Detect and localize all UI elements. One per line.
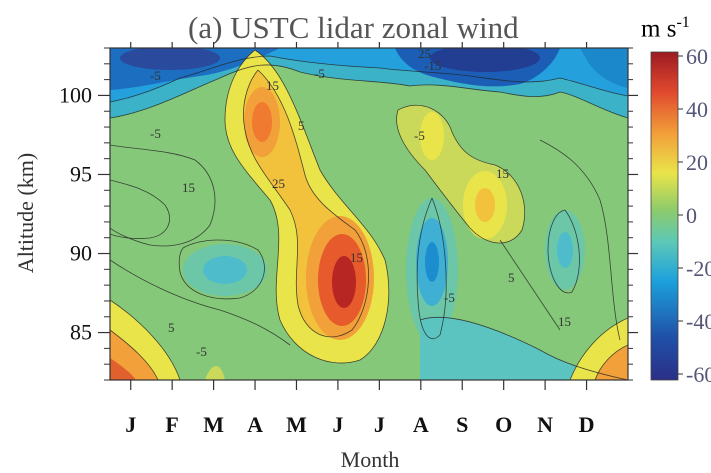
colorbar-gradient-rect: [650, 51, 679, 381]
eastward-bottom-right-inner: [595, 345, 628, 380]
contour-label: 25: [272, 176, 285, 191]
contour-label: 5: [298, 118, 305, 133]
x-tick-label: N: [537, 412, 553, 437]
eastward-max-august: [420, 112, 444, 160]
chart-title: (a) USTC lidar zonal wind: [188, 10, 519, 45]
contour-label: -5: [314, 66, 325, 81]
contour-label: 15: [496, 166, 509, 181]
colorbar-unit: m s-1: [641, 14, 690, 43]
westward-band-top-right: [580, 48, 628, 88]
westward-min-november-core: [557, 232, 573, 268]
westward-min-august-core: [425, 242, 439, 282]
x-tick-label: S: [456, 412, 468, 437]
x-tick-label: O: [495, 412, 512, 437]
y-tick-label: 85: [70, 320, 92, 345]
plot-frame: [109, 47, 629, 381]
westward-min-march-core: [203, 256, 247, 284]
colorbar-ticks: 60 40 20 0 -20 -40 -60: [678, 44, 711, 387]
colorbar-tick-label: 60: [686, 44, 708, 69]
contour-label: 15: [266, 78, 279, 93]
contour-lines: [110, 49, 628, 380]
y-tick-label: 90: [70, 241, 92, 266]
x-tick-label: M: [203, 412, 224, 437]
contour-label: -5: [150, 68, 161, 83]
x-tick-label: A: [413, 412, 429, 437]
contour-label: 5: [508, 270, 515, 285]
contour-label: 15: [350, 250, 363, 265]
x-tick-label: M: [286, 412, 307, 437]
colorbar-tick-label: 40: [686, 97, 708, 122]
eastward-bottom-mid: [205, 366, 225, 380]
contour-label: 5: [168, 320, 175, 335]
colorbar-tick-label: 0: [686, 203, 697, 228]
eastward-max-september-core: [475, 188, 495, 222]
colorbar: 60 40 20 0 -20 -40 -60: [650, 44, 711, 387]
y-tick-label: 100: [59, 82, 92, 107]
contour-label: 25: [418, 46, 431, 61]
contour-label: -15: [424, 58, 441, 73]
colorbar-tick-label: -60: [686, 362, 711, 387]
contour-label: 15: [182, 180, 195, 195]
westward-jet-core-1: [120, 48, 220, 70]
contour-label: -5: [414, 128, 425, 143]
contour-label: 15: [558, 314, 571, 329]
eastward-max-june-core: [332, 256, 356, 308]
lower-westward: [420, 317, 628, 380]
colorbar-tick-label: -40: [686, 309, 711, 334]
colorbar-tick-label: -20: [686, 256, 711, 281]
contour-label: -5: [150, 126, 161, 141]
x-tick-label: A: [247, 412, 263, 437]
x-tick-label: J: [125, 412, 136, 437]
x-tick-label: D: [579, 412, 595, 437]
contour-label: -5: [444, 290, 455, 305]
x-tick-label: J: [332, 412, 343, 437]
x-tick-label: F: [165, 412, 178, 437]
eastward-bottom-left-core: [110, 358, 136, 380]
contour-label: -5: [196, 344, 207, 359]
colorbar-tick-label: 20: [686, 150, 708, 175]
y-tick-label: 95: [70, 161, 92, 186]
x-tick-label: J: [374, 412, 385, 437]
x-axis-label: Month: [340, 447, 400, 472]
eastward-max-april-core: [252, 102, 272, 142]
contour-field: [110, 48, 628, 380]
westward-jet-core-2: [430, 48, 540, 72]
